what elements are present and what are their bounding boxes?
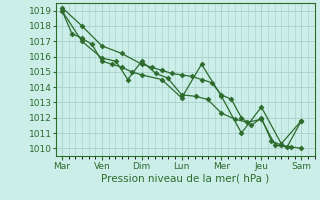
X-axis label: Pression niveau de la mer( hPa ): Pression niveau de la mer( hPa ) (101, 173, 270, 183)
